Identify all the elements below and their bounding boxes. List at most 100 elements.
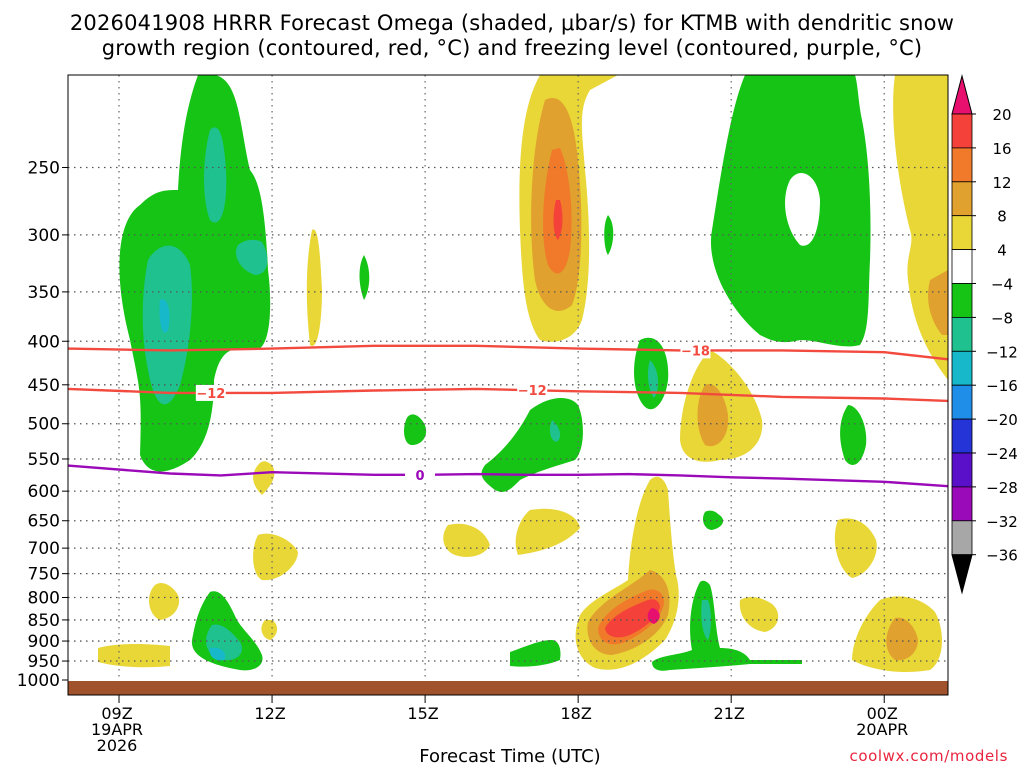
credit-link[interactable]: coolwx.com/models [849, 747, 1008, 765]
omega-region-orange-h [697, 384, 729, 447]
chart-title-line-2: growth region (contoured, red, °C) and f… [101, 36, 923, 60]
contour-label-freezing-level-0: 0 [415, 469, 424, 484]
y-tick-label-250: 250 [28, 158, 60, 178]
omega-region-cyan-a [159, 299, 170, 333]
contour-label-dendritic-lower-0: −12 [196, 387, 225, 402]
omega-region-green-h [840, 405, 867, 465]
x-tick-label-9-0: 09Z [101, 704, 132, 723]
colorbar-swatch-3 [951, 181, 973, 217]
surface-ground-band [68, 681, 948, 695]
omega-region-green-j [652, 580, 802, 671]
colorbar-swatch-10 [951, 418, 973, 454]
omega-shading [98, 75, 948, 672]
colorbar-swatch-7 [951, 316, 973, 352]
colorbar-swatch-1 [951, 113, 973, 149]
colorbar-bottom-triangle [951, 554, 973, 595]
omega-region-green-k [510, 640, 561, 667]
x-tick-label-9-1: 19APR [91, 720, 143, 739]
omega-region-red-n [605, 599, 660, 638]
omega-region-yellow-g [918, 128, 948, 185]
x-tick-label-9-2: 2026 [97, 736, 138, 755]
y-tick-label-350: 350 [28, 283, 60, 303]
colorbar-label-0: 20 [992, 106, 1011, 124]
omega-region-yellow-k [443, 523, 490, 557]
y-tick-label-550: 550 [28, 450, 60, 470]
contour-label-dendritic-upper-0: −18 [681, 344, 710, 359]
chart-title-line-1: 2026041908 HRRR Forecast Omega (shaded, … [69, 11, 955, 35]
omega-region-teal-d [647, 360, 659, 398]
omega-region-yellow-a [306, 229, 322, 346]
x-tick-label-24-1: 20APR [856, 720, 908, 739]
contour-label-bg-dendritic-upper-0 [680, 342, 711, 359]
omega-region-yellow-p [148, 583, 180, 620]
omega-region-teal-c [235, 239, 268, 275]
colorbar-label-8: −16 [986, 377, 1018, 395]
colorbar-label-12: −32 [986, 513, 1018, 531]
omega-region-white-e [785, 172, 820, 246]
colorbar-label-5: −4 [991, 276, 1013, 294]
colorbar-label-11: −28 [986, 479, 1018, 497]
colorbar-swatch-6 [951, 283, 973, 318]
colorbar: 20 16 12 8 4 −4 −8 −12 −16 −20 −24 −28 −32 −36 [951, 74, 1018, 595]
y-tick-label-300: 300 [28, 226, 60, 246]
y-tick-label-800: 800 [28, 589, 60, 609]
y-tick-label-850: 850 [28, 611, 60, 631]
colorbar-swatch-12 [951, 486, 973, 522]
omega-region-green-i [702, 510, 724, 530]
contour-label-bg-freezing-level-0 [405, 466, 435, 483]
colorbar-label-9: −20 [986, 411, 1018, 429]
x-tick-label-21-0: 21Z [714, 704, 745, 723]
y-tick-label-1000: 1000 [17, 671, 60, 691]
omega-region-yellow-m [834, 518, 877, 578]
contour-freezing-level [67, 464, 949, 488]
omega-region-yellow-f [893, 75, 948, 380]
y-tick-label-400: 400 [28, 332, 60, 352]
omega-region-yellow-l [515, 508, 580, 555]
x-tick-label-15-0: 15Z [407, 704, 438, 723]
omega-region-red-b [553, 200, 563, 240]
contour-label-bg-dendritic-lower-1 [517, 382, 548, 399]
omega-region-cyan-l [209, 647, 226, 661]
colorbar-label-13: −36 [986, 547, 1018, 565]
colorbar-swatch-5 [951, 249, 973, 284]
colorbar-swatch-13 [951, 520, 973, 556]
colorbar-label-10: −24 [986, 445, 1018, 463]
omega-region-yellow-j [253, 533, 298, 581]
x-tick-label-18-0: 18Z [560, 704, 591, 723]
omega-region-green-g [481, 398, 583, 492]
y-tick-label-750: 750 [28, 565, 60, 585]
contour-label-bg-dendritic-lower-0 [195, 384, 226, 401]
x-tick-label-12-0: 12Z [254, 704, 285, 723]
omega-region-green-a [119, 75, 271, 472]
omega-region-teal-j [701, 600, 711, 640]
colorbar-swatch-2 [951, 147, 973, 183]
omega-region-teal-b [204, 127, 227, 223]
colorbar-swatch-8 [951, 350, 973, 386]
colorbar-swatch-11 [951, 452, 973, 488]
omega-region-yellow-r [261, 620, 278, 640]
grid-lines [68, 75, 948, 681]
temperature-contours: −18 −12 −12 0 [67, 342, 949, 488]
omega-region-green-b [359, 255, 370, 300]
colorbar-label-1: 16 [992, 140, 1011, 158]
colorbar-label-4: 4 [997, 242, 1007, 260]
colorbar-swatch-4 [951, 215, 973, 250]
colorbar-label-2: 12 [992, 174, 1011, 192]
omega-region-yellow-q [98, 644, 170, 668]
omega-region-green-f [404, 414, 427, 445]
colorbar-label-7: −12 [986, 343, 1018, 361]
colorbar-label-3: 8 [997, 208, 1007, 226]
omega-region-orange-s [886, 617, 918, 661]
y-tick-label-700: 700 [28, 539, 60, 559]
colorbar-label-6: −8 [991, 309, 1013, 327]
y-tick-label-450: 450 [28, 376, 60, 396]
omega-region-yellow-i [253, 461, 275, 495]
y-tick-label-650: 650 [28, 512, 60, 532]
y-axis: 2503003504004505005506006507007508008509… [17, 158, 68, 691]
colorbar-top-triangle [951, 74, 973, 115]
y-tick-label-500: 500 [28, 415, 60, 435]
omega-region-teal-g [549, 420, 561, 442]
contour-label-dendritic-lower-1: −12 [518, 384, 547, 399]
